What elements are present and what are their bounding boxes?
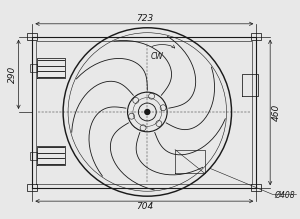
Text: 460: 460 [272, 104, 280, 121]
Text: CW: CW [151, 51, 164, 60]
Text: 723: 723 [136, 14, 153, 23]
Circle shape [145, 110, 150, 115]
Text: Ø408: Ø408 [274, 191, 295, 200]
Text: 704: 704 [136, 202, 153, 211]
Text: 290: 290 [8, 66, 17, 83]
